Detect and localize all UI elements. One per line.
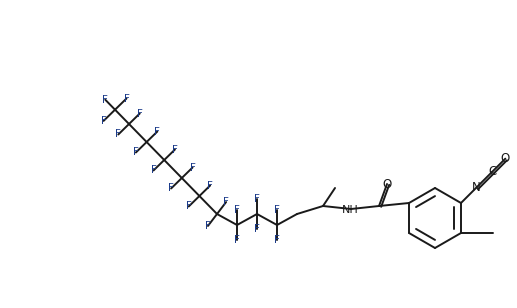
- Text: F: F: [190, 163, 195, 172]
- Text: O: O: [383, 177, 392, 191]
- Text: F: F: [124, 94, 129, 103]
- Text: F: F: [274, 205, 280, 215]
- Text: F: F: [205, 221, 211, 231]
- Text: F: F: [101, 116, 107, 126]
- Text: F: F: [102, 95, 108, 105]
- Text: F: F: [223, 197, 229, 207]
- Text: F: F: [274, 235, 280, 245]
- Text: F: F: [254, 224, 260, 234]
- Text: F: F: [168, 184, 174, 193]
- Text: F: F: [155, 127, 160, 136]
- Text: F: F: [254, 194, 260, 204]
- Text: C: C: [488, 165, 496, 178]
- Text: F: F: [137, 108, 143, 119]
- Text: O: O: [500, 152, 510, 165]
- Text: F: F: [186, 201, 192, 212]
- Text: F: F: [234, 205, 240, 215]
- Text: F: F: [115, 129, 121, 140]
- Text: F: F: [234, 235, 240, 245]
- Text: F: F: [133, 148, 139, 157]
- Text: F: F: [207, 180, 213, 191]
- Text: F: F: [150, 165, 157, 176]
- Text: F: F: [172, 144, 178, 155]
- Text: NH: NH: [342, 205, 358, 215]
- Text: N: N: [472, 181, 481, 194]
